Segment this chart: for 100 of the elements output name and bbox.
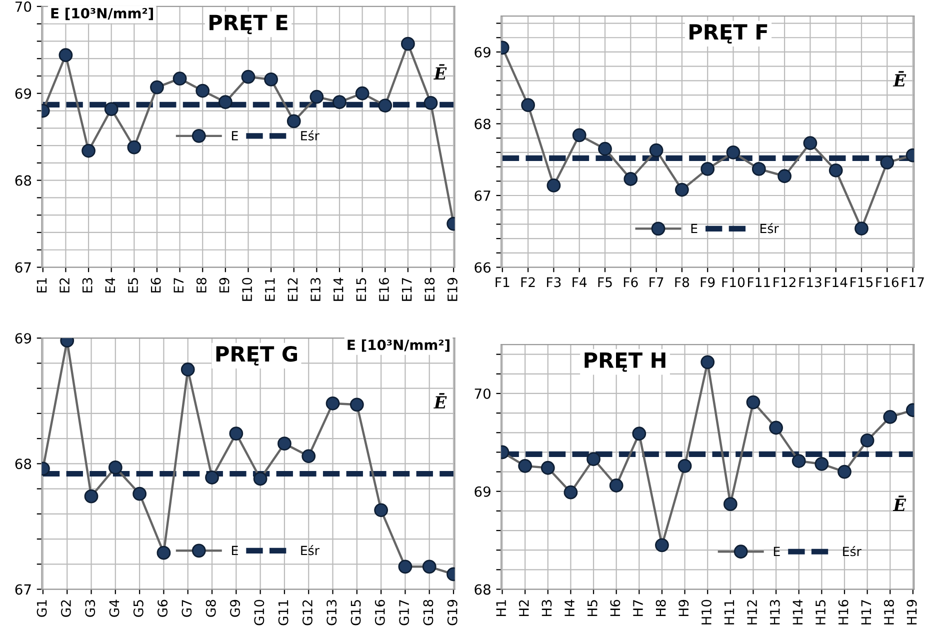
x-tick-label: G5 [133, 600, 144, 617]
chart-title: PRĘT G [216, 346, 298, 366]
x-tick-label: F12 [774, 277, 796, 288]
point [546, 178, 561, 192]
point [355, 86, 370, 100]
x-tick-label: E6 [150, 278, 161, 292]
point [814, 457, 829, 471]
y-tick-label: 69 [15, 88, 32, 99]
point [564, 485, 578, 500]
x-tick-label: G1 [36, 600, 47, 617]
point [132, 486, 147, 501]
point [172, 72, 187, 86]
point [424, 96, 438, 110]
x-tick-label: F15 [850, 277, 873, 288]
x-tick-label: H18 [884, 600, 894, 624]
point [326, 396, 340, 410]
point [883, 410, 898, 424]
x-tick-label: E7 [174, 278, 184, 292]
point [624, 172, 638, 186]
y-tick-label: 68 [15, 458, 32, 470]
point [572, 128, 586, 142]
point [398, 560, 412, 574]
x-tick-label: H8 [656, 600, 666, 616]
x-tick-label: F2 [521, 277, 535, 288]
x-tick-label: E17 [402, 278, 412, 301]
x-tick-label: H7 [633, 600, 643, 616]
point [127, 140, 142, 154]
annotation: Ē [434, 393, 447, 408]
point [229, 426, 244, 440]
x-tick-label: E1 [36, 278, 47, 292]
point [218, 95, 232, 110]
x-tick-label: F3 [547, 277, 561, 288]
x-tick-label: F13 [799, 277, 822, 288]
point [378, 98, 392, 112]
point [521, 98, 535, 112]
point [540, 460, 555, 475]
y-tick-label: 67 [15, 584, 31, 595]
point [401, 36, 415, 51]
point [310, 90, 324, 104]
x-tick-label: G13 [326, 600, 337, 626]
x-tick-label: G7 [182, 600, 192, 617]
point [609, 478, 624, 492]
point [598, 142, 612, 156]
x-tick-label: E3 [82, 278, 92, 292]
point [586, 452, 600, 466]
legend-label: Eśr [301, 545, 320, 556]
point [880, 156, 894, 170]
x-tick-label: H6 [610, 600, 620, 616]
point [723, 497, 738, 512]
x-tick-label: G19 [447, 600, 458, 626]
point [205, 470, 219, 484]
chart-title: PRĘT F [690, 24, 768, 44]
legend-label: E [232, 546, 238, 556]
point [180, 362, 195, 376]
x-tick-label: H2 [518, 600, 529, 616]
x-tick-label: G12 [302, 600, 312, 626]
point [632, 426, 646, 441]
x-tick-label: H19 [906, 600, 917, 624]
chart-title: PRĘT H [584, 352, 666, 372]
x-tick-label: H5 [588, 600, 598, 616]
x-tick-label: H1 [496, 600, 506, 616]
point [241, 70, 256, 84]
point [655, 538, 669, 552]
x-tick-label: F10 [722, 277, 745, 288]
point [253, 472, 268, 486]
point [84, 489, 98, 504]
x-tick-label: F14 [824, 277, 848, 288]
x-tick-label: G15 [350, 600, 361, 626]
point [278, 436, 292, 451]
point [108, 460, 122, 474]
x-tick-label: E13 [310, 278, 321, 301]
legend-label: E [691, 224, 698, 234]
x-tick-label: G16 [374, 600, 385, 626]
x-tick-label: E16 [378, 278, 389, 301]
legend-label: Eśr [301, 130, 320, 140]
legend-label: E [232, 131, 238, 140]
annotation: Ē [434, 64, 447, 80]
point [150, 80, 164, 94]
x-tick-label: H17 [861, 600, 871, 624]
y-axis-title: E [10³N/mm²] [348, 339, 450, 352]
x-tick-label: E18 [424, 278, 435, 301]
x-tick-label: G3 [85, 600, 96, 617]
point [854, 222, 868, 236]
x-tick-label: F6 [624, 277, 638, 288]
x-tick-label: F11 [748, 277, 770, 288]
point [82, 144, 96, 158]
point [649, 143, 664, 158]
x-tick-label: E10 [242, 278, 252, 301]
x-tick-label: E14 [334, 278, 344, 301]
x-tick-label: H15 [816, 600, 826, 624]
x-tick-label: H14 [792, 600, 803, 624]
x-tick-label: E5 [128, 278, 138, 292]
y-tick-label: 68 [474, 584, 490, 595]
point [156, 546, 171, 560]
chart-title: PRĘT E [210, 14, 288, 34]
point [196, 84, 210, 98]
legend-label: Eśr [843, 546, 862, 556]
x-tick-label: F4 [572, 277, 587, 288]
x-tick-label: G10 [254, 600, 264, 626]
point [350, 398, 364, 412]
